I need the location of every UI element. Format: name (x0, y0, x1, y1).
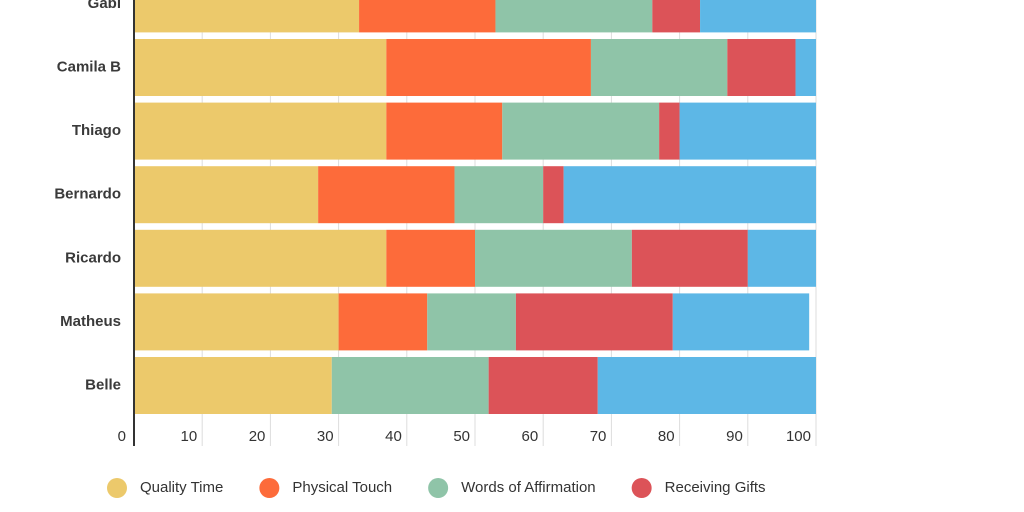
x-tick-label: 100 (786, 428, 811, 445)
legend-marker (631, 478, 652, 498)
legend-label: Receiving Gifts (665, 479, 766, 496)
x-tick-label: 60 (522, 428, 539, 445)
bar-segment (590, 39, 728, 96)
x-tick-label: 10 (181, 428, 198, 445)
bar-segment (652, 0, 701, 33)
legend-marker (107, 478, 127, 498)
bar-segment (727, 39, 796, 96)
category-label: Belle (85, 376, 121, 393)
category-label: Ricardo (65, 249, 121, 266)
bar-segment (597, 357, 816, 414)
x-tick-label: 20 (249, 428, 266, 445)
category-label: Gabi (88, 0, 121, 12)
bar-segment (563, 166, 816, 224)
bar-segment (700, 0, 816, 33)
bar-segment (795, 39, 816, 96)
bar-segment (134, 166, 319, 224)
x-tick-label: 70 (590, 428, 607, 445)
category-label: Bernardo (54, 186, 121, 203)
bar-segment (502, 102, 660, 160)
bar-segment (386, 229, 475, 287)
bar-segment (427, 293, 516, 351)
bar-segment (134, 102, 387, 160)
legend-marker (259, 478, 280, 498)
x-tick-label: 90 (726, 428, 743, 445)
bar-segment (386, 39, 591, 96)
x-tick-label: 30 (317, 428, 334, 445)
bar-segment (331, 357, 489, 414)
bar-segment (659, 102, 680, 160)
bar-segment (134, 0, 360, 33)
bar-segment (318, 166, 455, 224)
bar-segment (515, 293, 673, 351)
bar-segment (475, 229, 632, 287)
bar-segment (679, 102, 816, 160)
x-tick-label: 40 (385, 428, 402, 445)
category-label: Camila B (57, 58, 121, 75)
x-tick-label: 80 (658, 428, 675, 445)
bar-segment (488, 357, 598, 414)
bar-segment (631, 229, 748, 287)
legend-label: Words of Affirmation (461, 479, 596, 496)
bar-segment (386, 102, 503, 160)
bar-segment (543, 166, 564, 224)
legend-label: Quality Time (140, 479, 223, 496)
x-tick-label: 0 (118, 428, 126, 445)
bar-segment (134, 293, 339, 351)
bar-segment (338, 293, 428, 351)
category-label: Thiago (72, 122, 121, 139)
bar-segment (495, 0, 653, 33)
bar-segment (359, 0, 496, 33)
legend-label: Physical Touch (292, 479, 392, 496)
bar-segment (134, 39, 387, 96)
bar-segment (134, 357, 332, 414)
bar-segment (747, 229, 816, 287)
category-label: Matheus (60, 313, 121, 330)
legend-marker (428, 478, 449, 498)
x-tick-label: 50 (453, 428, 470, 445)
bar-segment (454, 166, 544, 224)
bar-segment (134, 229, 387, 287)
bar-segment (672, 293, 810, 351)
